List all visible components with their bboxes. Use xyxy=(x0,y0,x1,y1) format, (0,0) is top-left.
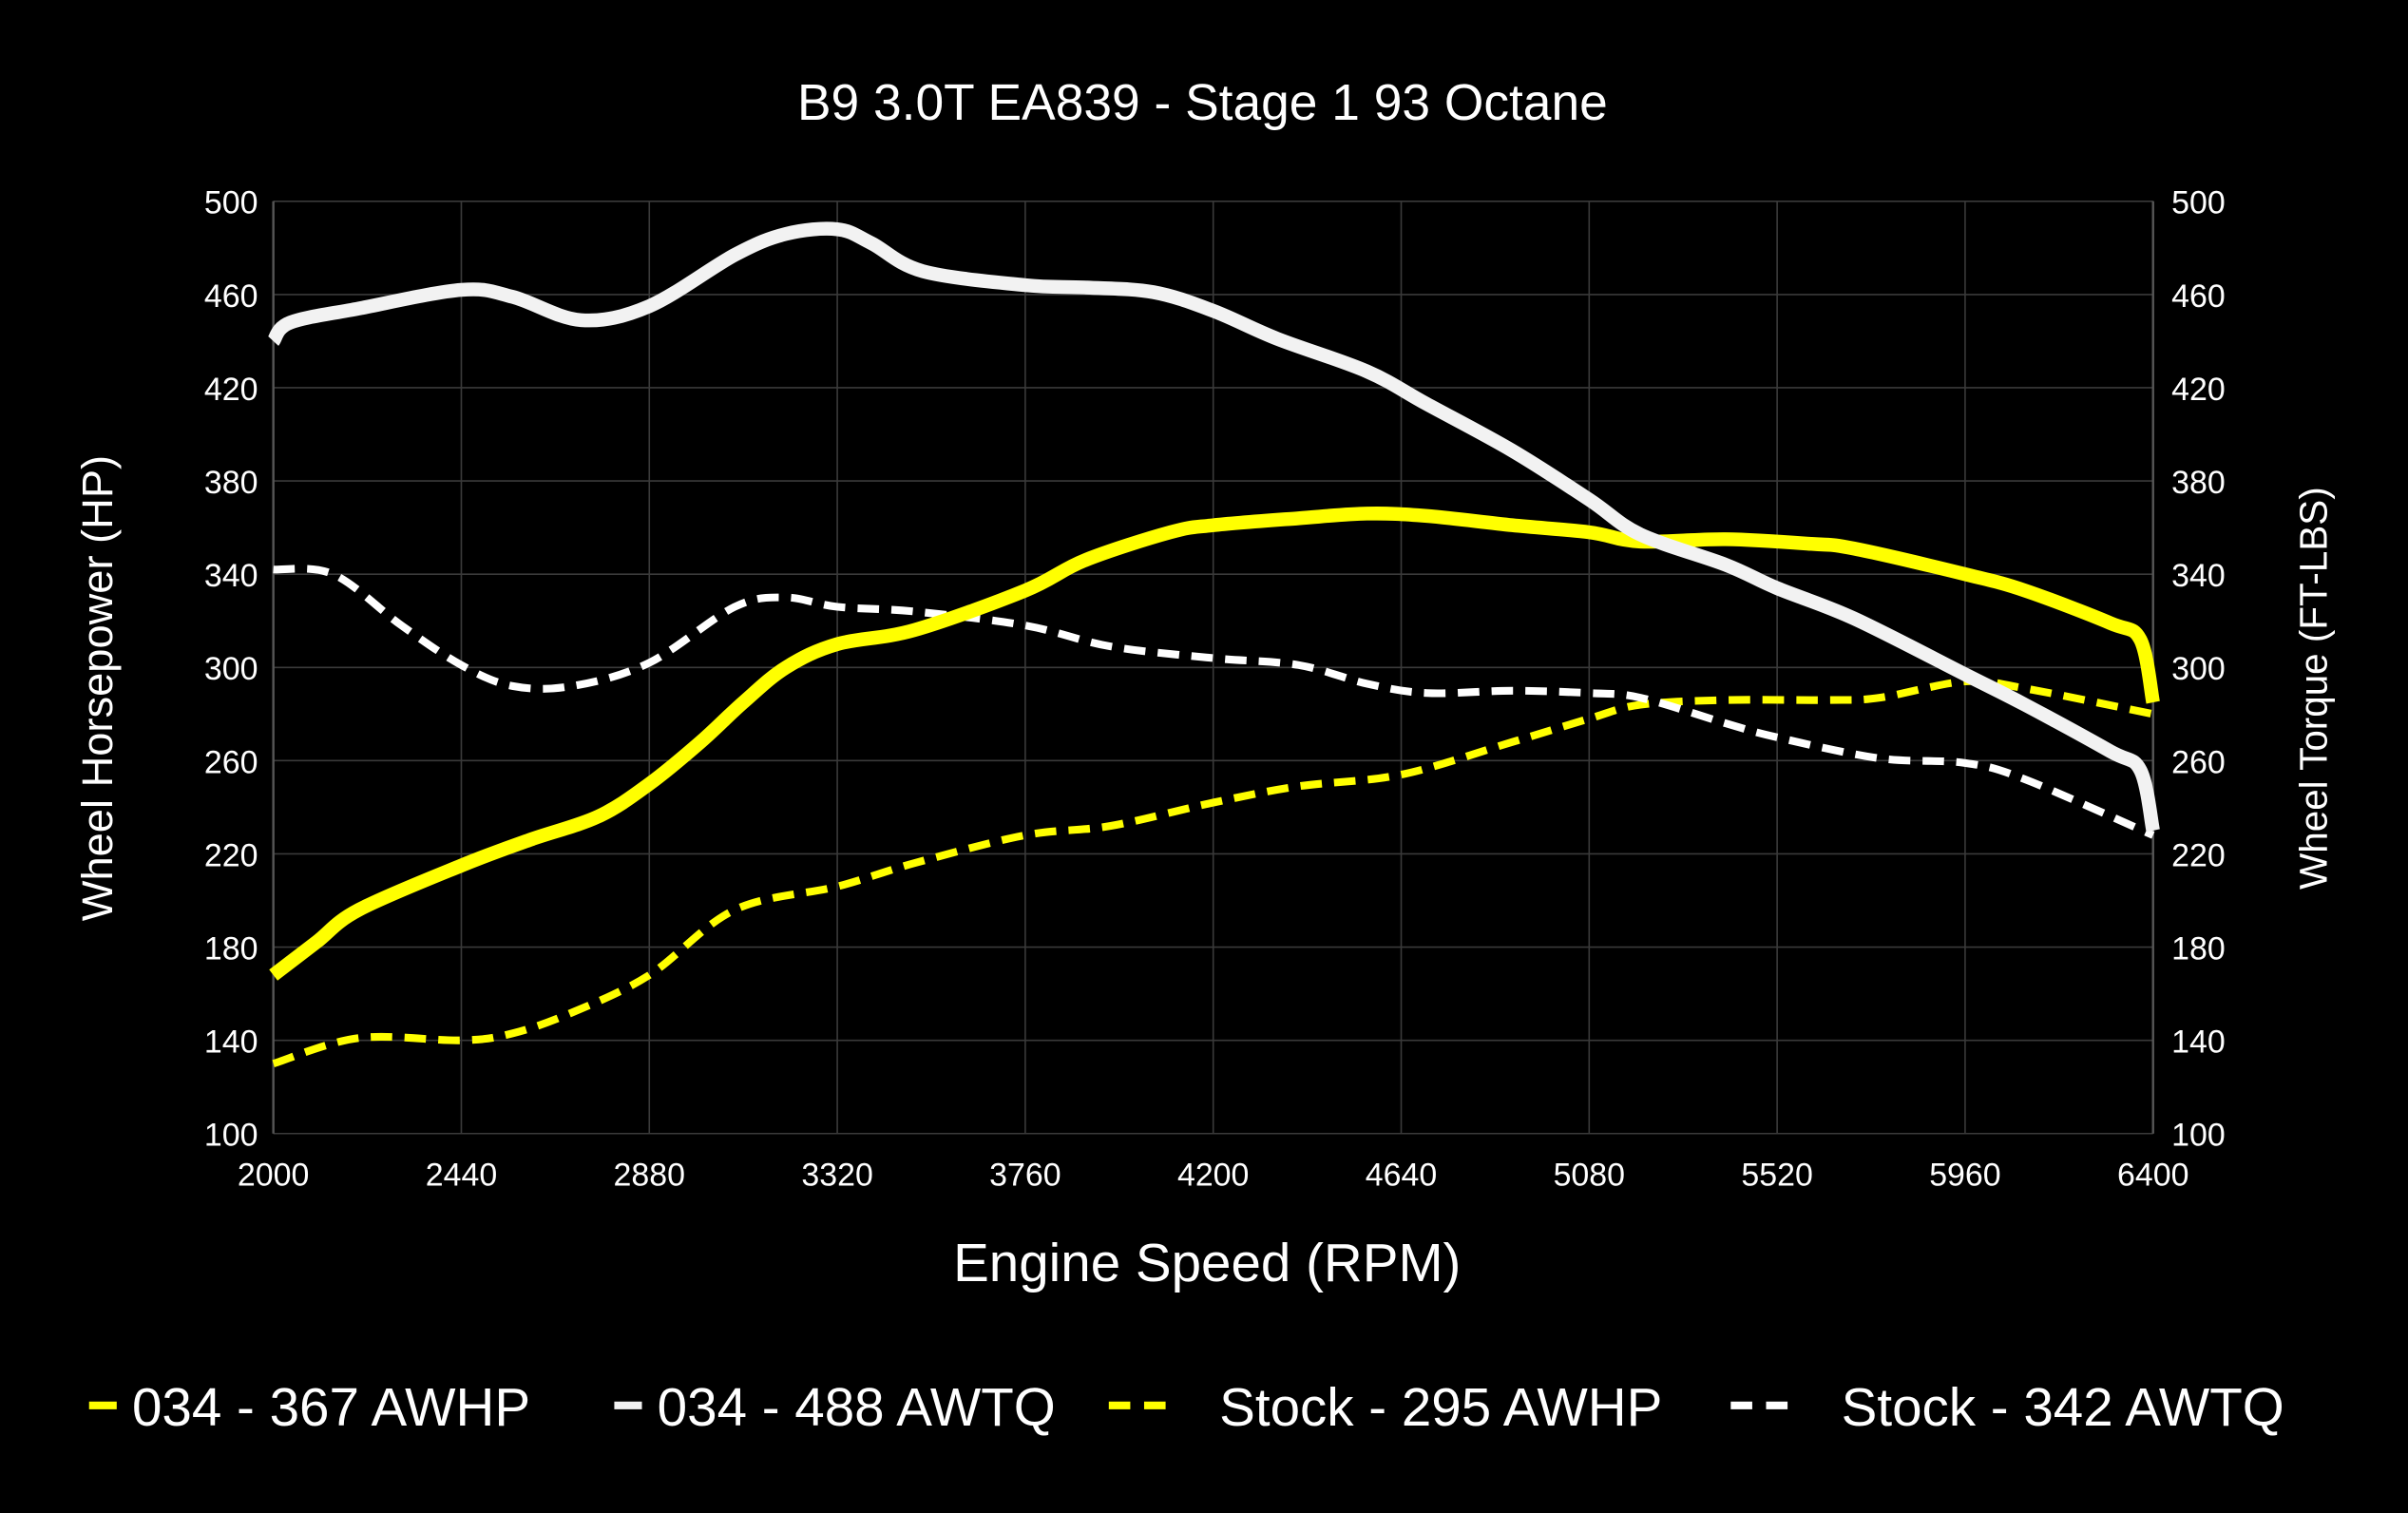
y-tick-label: 340 xyxy=(204,558,258,594)
y2-tick-label: 100 xyxy=(2171,1118,2226,1154)
y-tick-label: 140 xyxy=(204,1025,258,1061)
series-line-4 xyxy=(273,565,2155,839)
y-tick-label: 220 xyxy=(204,837,258,873)
x-tick-label: 5520 xyxy=(1741,1158,1812,1194)
y2-tick-label: 260 xyxy=(2171,744,2226,780)
legend-label: Stock - 295 AWHP xyxy=(1219,1377,1662,1437)
y-tick-label: 460 xyxy=(204,278,258,315)
y-tick-label: 100 xyxy=(204,1118,258,1154)
x-tick-label: 2880 xyxy=(614,1158,685,1194)
legend-label: 034 - 488 AWTQ xyxy=(658,1377,1056,1437)
series-line-1 xyxy=(269,507,2160,981)
y2-axis-label: Wheel Torque (FT-LBS) xyxy=(2291,487,2335,890)
y-axis-label: Wheel Horsepower (HP) xyxy=(73,455,122,921)
tick-labels: 2000 2440 2880 3320 3760 4200 4640 5080 5520 5960… xyxy=(204,185,2226,1194)
x-tick-label: 2000 xyxy=(238,1158,309,1194)
x-tick-label: 3760 xyxy=(989,1158,1061,1194)
series-line-3 xyxy=(272,677,2154,1068)
y-tick-label: 500 xyxy=(204,185,258,221)
chart-title: B9 3.0T EA839 - Stage 1 93 Octane xyxy=(797,75,1608,131)
x-tick-label: 6400 xyxy=(2117,1158,2188,1194)
y-tick-label: 300 xyxy=(204,651,258,687)
series-lines xyxy=(267,221,2160,1068)
y2-tick-label: 220 xyxy=(2171,837,2226,873)
series-line-2 xyxy=(267,221,2160,833)
legend-label: Stock - 342 AWTQ xyxy=(1842,1377,2284,1437)
y2-tick-label: 420 xyxy=(2171,372,2226,408)
y2-tick-label: 340 xyxy=(2171,558,2226,594)
x-tick-label: 3320 xyxy=(801,1158,872,1194)
x-tick-label: 5960 xyxy=(1929,1158,2000,1194)
legend-label: 034 - 367 AWHP xyxy=(132,1377,530,1437)
y2-tick-label: 300 xyxy=(2171,651,2226,687)
y2-tick-label: 460 xyxy=(2171,278,2226,315)
y-tick-label: 260 xyxy=(204,744,258,780)
grid xyxy=(272,200,2154,1135)
y2-tick-label: 380 xyxy=(2171,465,2226,501)
legend: 034 - 367 AWHP 034 - 488 AWTQ Stock - 295 … xyxy=(88,1377,2284,1437)
x-tick-label: 2440 xyxy=(426,1158,497,1194)
y2-tick-label: 140 xyxy=(2171,1025,2226,1061)
y-tick-label: 420 xyxy=(204,372,258,408)
x-tick-label: 4640 xyxy=(1366,1158,1437,1194)
y2-tick-label: 180 xyxy=(2171,930,2226,967)
x-tick-label: 4200 xyxy=(1177,1158,1249,1194)
y2-tick-label: 500 xyxy=(2171,185,2226,221)
y-tick-label: 380 xyxy=(204,465,258,501)
x-axis-label: Engine Speed (RPM) xyxy=(953,1233,1461,1293)
x-tick-label: 5080 xyxy=(1554,1158,1625,1194)
y-tick-label: 180 xyxy=(204,930,258,967)
